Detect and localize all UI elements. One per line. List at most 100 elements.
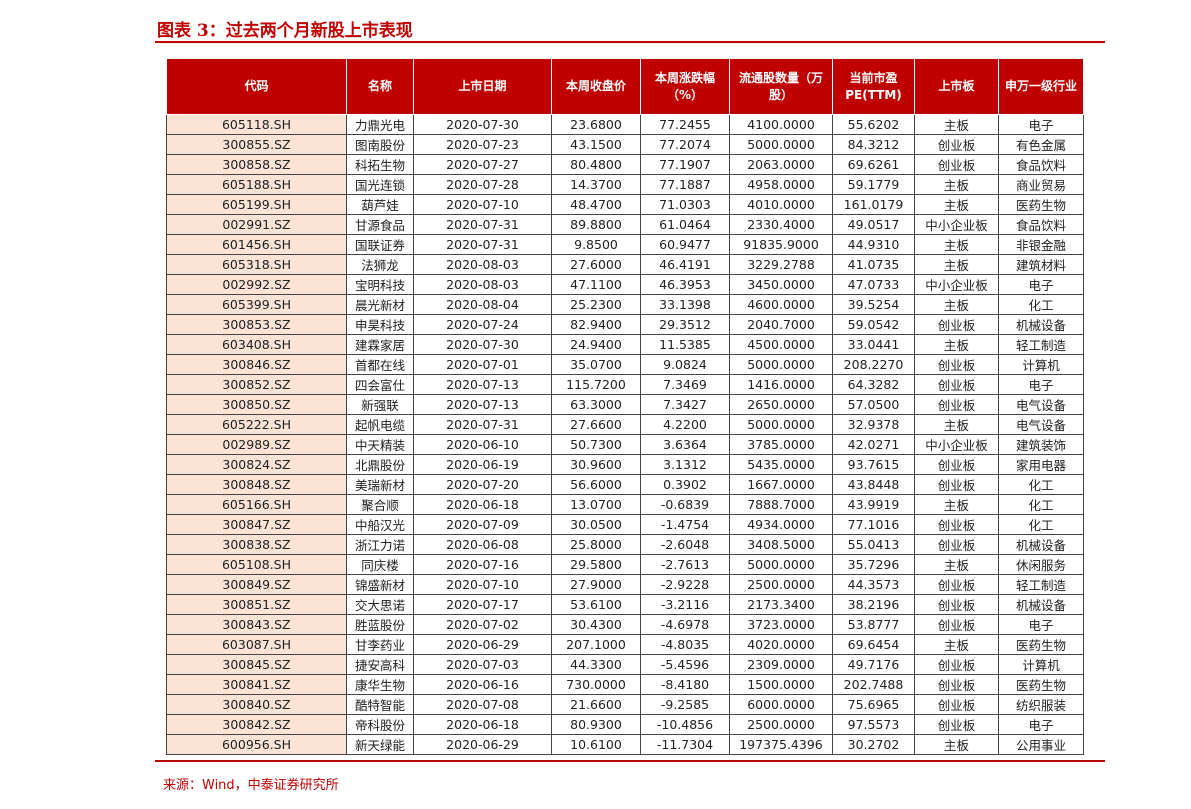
table-cell: 中小企业板 [914,434,999,455]
table-cell: 锦盛新材 [346,574,414,595]
column-header: 上市日期 [413,58,552,115]
table-cell: 2020-07-01 [413,354,552,375]
table-cell: -4.6978 [640,614,730,635]
table-row: 300847.SZ 中船汉光 2020-07-09 30.0500 -1.4754 493… [166,514,1084,535]
table-cell: 32.9378 [832,414,915,435]
table-cell: 84.3212 [832,134,915,155]
table-cell: 捷安高科 [346,654,414,675]
table-cell: 4010.0000 [729,194,833,215]
table-cell: 300851.SZ [166,594,347,615]
table-cell: 002992.SZ [166,274,347,295]
table-cell: 300824.SZ [166,454,347,475]
table-cell: 医药生物 [998,674,1084,695]
table-cell: 56.6000 [551,474,641,495]
table-cell: 主板 [914,194,999,215]
table-cell: 医药生物 [998,634,1084,655]
table-cell: 605166.SH [166,494,347,515]
bottom-rule [155,760,1105,762]
table-cell: 75.6965 [832,694,915,715]
table-row: 300843.SZ 胜蓝股份 2020-07-02 30.4300 -4.6978 372… [166,614,1084,635]
column-header: 当前市盈PE(TTM) [832,58,915,115]
table-cell: 主板 [914,174,999,195]
table-row: 300851.SZ 交大思诺 2020-07-17 53.6100 -3.2116 217… [166,594,1084,615]
table-cell: 商业贸易 [998,174,1084,195]
table-row: 300852.SZ 四会富仕 2020-07-13 115.7200 7.3469 141… [166,374,1084,395]
table-cell: 44.3300 [551,654,641,675]
table-cell: 创业板 [914,454,999,475]
table-cell: 300850.SZ [166,394,347,415]
table-cell: 国光连锁 [346,174,414,195]
table-cell: 创业板 [914,574,999,595]
table-cell: 69.6261 [832,154,915,175]
table-cell: 胜蓝股份 [346,614,414,635]
table-cell: 10.6100 [551,734,641,755]
table-cell: 创业板 [914,374,999,395]
table-cell: -2.7613 [640,554,730,575]
table-cell: 53.8777 [832,614,915,635]
table-cell: 25.2300 [551,294,641,315]
table-cell: 2020-06-29 [413,634,552,655]
table-cell: 电子 [998,374,1084,395]
table-cell: 47.0733 [832,274,915,295]
table-cell: 5000.0000 [729,414,833,435]
table-cell: 酷特智能 [346,694,414,715]
table-cell: 605318.SH [166,254,347,275]
column-header: 名称 [346,58,414,115]
table-cell: 电子 [998,714,1084,735]
table-row: 605318.SH 法狮龙 2020-08-03 27.6000 46.4191 3229… [166,254,1084,275]
table-cell: 创业板 [914,714,999,735]
table-row: 002991.SZ 甘源食品 2020-07-31 89.8800 61.0464 233… [166,214,1084,235]
table-cell: 33.1398 [640,294,730,315]
table-cell: 33.0441 [832,334,915,355]
table-row: 601456.SH 国联证券 2020-07-31 9.8500 60.9477 9183… [166,234,1084,255]
table-cell: 2500.0000 [729,574,833,595]
table-cell: 创业板 [914,534,999,555]
table-cell: 49.7176 [832,654,915,675]
table-cell: 宝明科技 [346,274,414,295]
table-cell: 2020-07-16 [413,554,552,575]
table-cell: 主板 [914,634,999,655]
table-cell: 64.3282 [832,374,915,395]
table-cell: 2020-06-18 [413,494,552,515]
table-cell: 2020-07-20 [413,474,552,495]
table-cell: 38.2196 [832,594,915,615]
table-row: 605166.SH 聚合顺 2020-06-18 13.0700 -0.6839 7888… [166,494,1084,515]
table-cell: 主板 [914,234,999,255]
table-cell: 300842.SZ [166,714,347,735]
table-cell: 77.1887 [640,174,730,195]
table-cell: 2020-07-30 [413,114,552,135]
table-cell: 2040.7000 [729,314,833,335]
table-cell: 11.5385 [640,334,730,355]
table-cell: 2020-07-10 [413,574,552,595]
table-cell: 2020-07-08 [413,694,552,715]
table-cell: 53.6100 [551,594,641,615]
table-row: 300853.SZ 申昊科技 2020-07-24 82.9400 29.3512 204… [166,314,1084,335]
table-cell: 50.7300 [551,434,641,455]
table-cell: 730.0000 [551,674,641,695]
table-cell: 27.9000 [551,574,641,595]
table-cell: 600956.SH [166,734,347,755]
table-cell: 2020-07-09 [413,514,552,535]
table-cell: 化工 [998,294,1084,315]
table-cell: 创业板 [914,514,999,535]
table-cell: 6000.0000 [729,694,833,715]
table-cell: 43.1500 [551,134,641,155]
table-cell: 77.1907 [640,154,730,175]
table-cell: 202.7488 [832,674,915,695]
table-cell: 化工 [998,514,1084,535]
table-cell: 91835.9000 [729,234,833,255]
table-cell: 2500.0000 [729,714,833,735]
table-cell: 计算机 [998,354,1084,375]
table-cell: 创业板 [914,614,999,635]
table-cell: 2063.0000 [729,154,833,175]
table-body: 605118.SH 力鼎光电 2020-07-30 23.6800 77.2455 410… [166,114,1084,755]
table-cell: 7888.7000 [729,494,833,515]
table-cell: 电气设备 [998,414,1084,435]
table-cell: 1416.0000 [729,374,833,395]
table-cell: -1.4754 [640,514,730,535]
table-cell: 208.2270 [832,354,915,375]
table-cell: 39.5254 [832,294,915,315]
table-cell: 300841.SZ [166,674,347,695]
table-cell: 46.4191 [640,254,730,275]
